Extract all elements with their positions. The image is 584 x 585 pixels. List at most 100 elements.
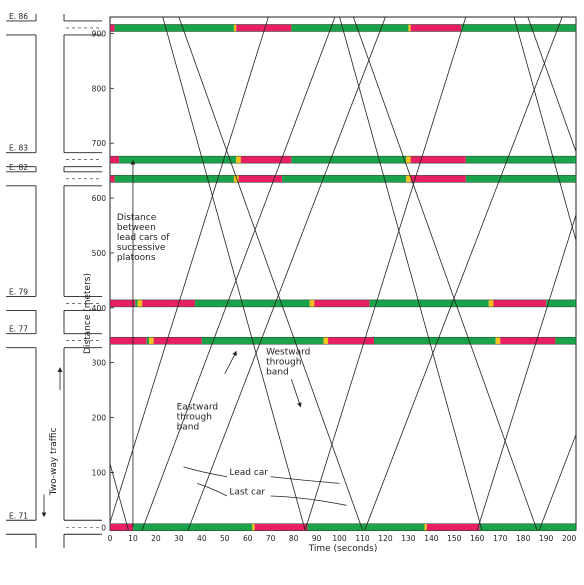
eastward-trajectory xyxy=(538,433,576,530)
annotation-line: successive xyxy=(117,243,166,253)
annotation-line: band xyxy=(177,422,200,432)
x-tick-label: 100 xyxy=(332,534,347,543)
annotation: Eastward through band xyxy=(177,402,219,432)
annotation-line: Distance xyxy=(117,213,157,223)
signal-bar xyxy=(109,24,577,32)
x-tick-label: 110 xyxy=(355,534,370,543)
signal-phase-yellow xyxy=(309,299,315,307)
street-label: E. 83 xyxy=(9,144,28,153)
eastward-band-arrow xyxy=(224,350,237,374)
signal-phase-red xyxy=(254,523,308,531)
street-label: E. 82 xyxy=(9,163,28,172)
eastward-trajectory xyxy=(187,17,386,530)
signal-bar xyxy=(109,523,577,532)
y-tick-label: 500 xyxy=(92,249,107,258)
x-tick-label: 30 xyxy=(174,534,184,543)
chart-annotations: Distance between lead cars of successive pla… xyxy=(117,213,347,506)
x-axis-label: Time (seconds) xyxy=(308,544,378,554)
signal-phase-red xyxy=(110,337,147,345)
signal-phase-red xyxy=(240,156,292,164)
signal-phase-red xyxy=(410,175,466,183)
signal-phase-green xyxy=(135,299,138,307)
westward-trajectory xyxy=(162,17,306,530)
signal-phase-red xyxy=(238,175,283,183)
signal-phase-yellow xyxy=(233,175,239,183)
x-tick-label: 120 xyxy=(378,534,393,543)
signal-phase-red xyxy=(314,299,370,307)
signal-phase-red xyxy=(410,156,466,164)
y-tick-label: 400 xyxy=(92,304,107,313)
signal-phase-yellow xyxy=(252,523,255,531)
last-car-leader xyxy=(197,482,228,497)
signal-phase-yellow xyxy=(236,156,241,164)
plot-frame xyxy=(109,16,577,531)
annotation: Westward through band xyxy=(266,347,310,377)
signal-bar xyxy=(109,175,577,183)
signal-phase-red xyxy=(110,156,120,164)
x-tick-label: 10 xyxy=(128,534,138,543)
annotation-line: Last car xyxy=(229,487,265,497)
signal-phase-green xyxy=(132,523,253,531)
signal-phase-green xyxy=(369,299,489,307)
eastward-trajectory xyxy=(141,17,336,530)
signal-phase-red xyxy=(493,299,547,307)
y-tick-label: 300 xyxy=(92,359,107,368)
signal-phase-green xyxy=(479,523,576,531)
x-tick-label: 160 xyxy=(470,534,485,543)
westward-trajectory xyxy=(513,17,576,242)
signal-phase-green xyxy=(119,156,237,164)
signal-phase-green xyxy=(194,299,310,307)
x-tick-label: 80 xyxy=(289,534,299,543)
westward-trajectory xyxy=(178,17,363,530)
annotation-line: Lead car xyxy=(229,468,268,478)
annotation-line: Westward xyxy=(266,347,310,357)
x-tick-label: 20 xyxy=(151,534,161,543)
annotation-line: platoons xyxy=(117,253,156,263)
signal-phase-red xyxy=(236,24,292,32)
signal-phase-red xyxy=(110,175,115,183)
signal-phase-green xyxy=(291,24,409,32)
signal-phase-green xyxy=(373,337,496,345)
signal-phase-red xyxy=(328,337,374,345)
last-car-leader xyxy=(270,495,347,506)
signal-phase-red xyxy=(410,24,462,32)
westward-trajectory xyxy=(527,17,576,153)
signal-outline xyxy=(109,523,577,532)
lead-car-leader xyxy=(183,466,228,478)
signal-bar xyxy=(109,336,577,345)
signal-phase-yellow xyxy=(406,175,411,183)
signal-phase-red xyxy=(110,299,136,307)
annotation: Lead car xyxy=(229,468,268,478)
signal-phase-green xyxy=(146,337,150,345)
y-tick-label: 0 xyxy=(101,523,106,532)
signal-phase-green xyxy=(465,175,576,183)
signal-outline xyxy=(109,299,577,308)
eastward-trajectory xyxy=(110,17,269,525)
y-tick-label: 200 xyxy=(92,414,107,423)
signal-phase-red xyxy=(153,337,202,345)
signal-outline xyxy=(109,155,577,164)
y-tick-label: 700 xyxy=(92,139,107,148)
x-tick-label: 90 xyxy=(312,534,322,543)
signal-phase-yellow xyxy=(408,24,411,32)
signal-bar xyxy=(109,155,577,164)
signal-outline xyxy=(109,24,577,32)
eastward-trajectory xyxy=(476,213,576,530)
x-tick-label: 70 xyxy=(266,534,276,543)
eastward-trajectory xyxy=(364,17,563,530)
x-tick-label: 0 xyxy=(108,534,113,543)
y-tick-label: 600 xyxy=(92,194,107,203)
signal-phase-green xyxy=(555,337,576,345)
signal-phase-yellow xyxy=(488,299,494,307)
signal-phase-green xyxy=(291,156,407,164)
annotation-line: lead cars of xyxy=(117,233,170,243)
signal-phase-red xyxy=(500,337,556,345)
signal-phase-yellow xyxy=(233,24,237,32)
street-map: E. 86 E. 83 E. 82 E. 79 E. 77 E. 71 Two-way tr… xyxy=(6,12,102,548)
signal-phase-yellow xyxy=(323,337,329,345)
westward-trajectory xyxy=(339,17,483,530)
signal-phase-yellow xyxy=(137,299,143,307)
y-tick-label: 800 xyxy=(92,84,107,93)
signal-phase-green xyxy=(201,337,324,345)
